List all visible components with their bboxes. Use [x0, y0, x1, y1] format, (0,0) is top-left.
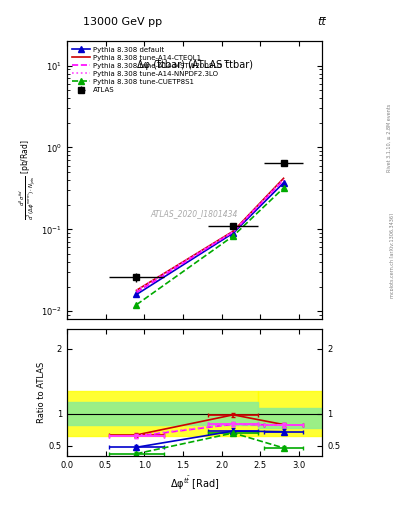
Pythia 8.308 default	[134, 291, 139, 297]
Bar	[67, 391, 259, 436]
Text: 13000 GeV pp: 13000 GeV pp	[83, 16, 162, 27]
Pythia 8.308 tune-A14-CTEQL1	[231, 228, 235, 234]
Line: Pythia 8.308 tune-A14-MSTW2008LO: Pythia 8.308 tune-A14-MSTW2008LO	[136, 180, 284, 292]
Pythia 8.308 tune-A14-MSTW2008LO	[281, 177, 286, 183]
Text: Δφ (t̅tbar) (ATLAS t̅tbar): Δφ (t̅tbar) (ATLAS t̅tbar)	[136, 60, 253, 71]
Y-axis label: Ratio to ATLAS: Ratio to ATLAS	[37, 362, 46, 423]
Line: Pythia 8.308 tune-A14-CTEQL1: Pythia 8.308 tune-A14-CTEQL1	[136, 178, 284, 290]
Pythia 8.308 tune-CUETP8S1	[281, 185, 286, 191]
Pythia 8.308 tune-A14-NNPDF2.3LO	[281, 176, 286, 182]
X-axis label: Δφ$^{t\bar{t}}$ [Rad]: Δφ$^{t\bar{t}}$ [Rad]	[170, 475, 219, 493]
Text: ATLAS_2020_I1801434: ATLAS_2020_I1801434	[151, 209, 238, 218]
Line: Pythia 8.308 tune-CUETP8S1: Pythia 8.308 tune-CUETP8S1	[134, 185, 286, 308]
Y-axis label: $\frac{d^2\sigma^{fid}}{d^2(\Delta\phi^{norm})\cdot N_{jets}}$ [pb/Rad]: $\frac{d^2\sigma^{fid}}{d^2(\Delta\phi^{…	[18, 140, 39, 220]
Pythia 8.308 tune-A14-NNPDF2.3LO	[134, 287, 139, 293]
Pythia 8.308 tune-A14-NNPDF2.3LO	[231, 228, 235, 234]
Text: Rivet 3.1.10, ≥ 2.8M events: Rivet 3.1.10, ≥ 2.8M events	[387, 104, 391, 173]
Pythia 8.308 default	[231, 230, 235, 236]
Line: Pythia 8.308 default: Pythia 8.308 default	[134, 180, 286, 297]
Bar	[67, 402, 259, 425]
Legend: Pythia 8.308 default, Pythia 8.308 tune-A14-CTEQL1, Pythia 8.308 tune-A14-MSTW20: Pythia 8.308 default, Pythia 8.308 tune-…	[70, 45, 225, 95]
Bar	[259, 409, 322, 428]
Line: Pythia 8.308 tune-A14-NNPDF2.3LO: Pythia 8.308 tune-A14-NNPDF2.3LO	[136, 179, 284, 290]
Text: tt̅: tt̅	[318, 16, 326, 27]
Pythia 8.308 tune-A14-MSTW2008LO	[231, 229, 235, 235]
Pythia 8.308 tune-CUETP8S1	[231, 233, 235, 239]
Pythia 8.308 tune-A14-CTEQL1	[281, 175, 286, 181]
Pythia 8.308 tune-CUETP8S1	[134, 302, 139, 308]
Bar	[259, 391, 322, 436]
Pythia 8.308 tune-A14-CTEQL1	[134, 287, 139, 293]
Pythia 8.308 default	[281, 180, 286, 186]
Pythia 8.308 tune-A14-MSTW2008LO	[134, 289, 139, 295]
Text: mcplots.cern.ch [arXiv:1306.3436]: mcplots.cern.ch [arXiv:1306.3436]	[390, 214, 393, 298]
